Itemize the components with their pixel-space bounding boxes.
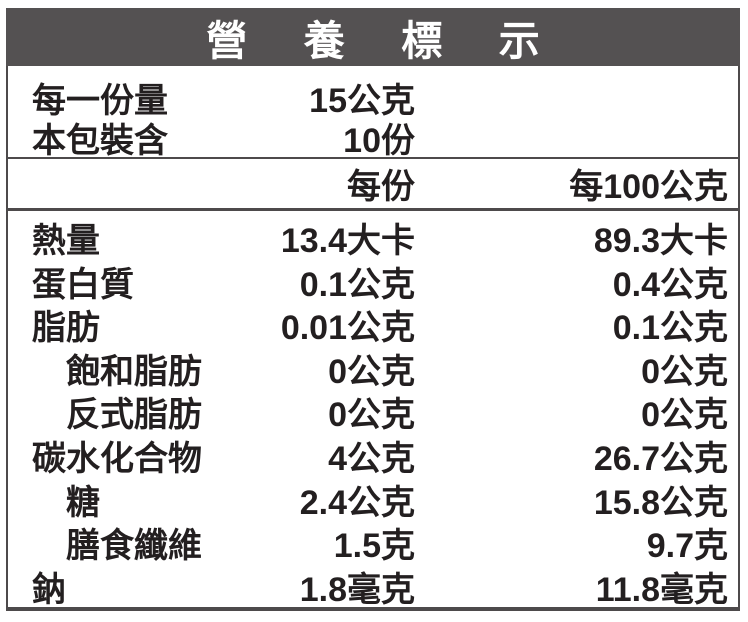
servings-per-package-row: 本包裝含 10份 [8, 113, 738, 160]
nutrient-label: 糖 [66, 483, 100, 522]
nutrient-row-sugar: 糖 2.4公克 15.8公克 [8, 475, 738, 522]
nutrient-per-100g-value: 15.8公克 [593, 483, 728, 522]
nutrient-label: 膳食纖維 [66, 527, 202, 566]
nutrient-row-sodium: 鈉 1.8毫克 11.8毫克 [8, 562, 738, 609]
section-divider [8, 208, 738, 211]
nutrient-row-saturated-fat: 飽和脂肪 0公克 0公克 [8, 344, 738, 391]
nutrient-per-serving-value: 1.8毫克 [299, 570, 415, 609]
nutrient-per-100g-value: 0公克 [641, 352, 728, 391]
nutrient-per-serving-value: 4公克 [328, 439, 415, 478]
nutrient-label: 碳水化合物 [32, 439, 202, 478]
nutrient-per-serving-value: 0公克 [328, 396, 415, 435]
nutrient-row-trans-fat: 反式脂肪 0公克 0公克 [8, 387, 738, 434]
serving-info-section: 每一份量 15公克 本包裝含 10份 [8, 66, 738, 160]
nutrient-row-dietary-fiber: 膳食纖維 1.5克 9.7克 [8, 518, 738, 565]
column-header-section: 每份 每100公克 [8, 159, 738, 208]
column-header-row: 每份 每100公克 [8, 159, 738, 208]
nutrient-per-serving-value: 0公克 [328, 352, 415, 391]
nutrient-label: 反式脂肪 [66, 396, 202, 435]
serving-size-value: 15公克 [309, 82, 415, 120]
nutrient-row-protein: 蛋白質 0.1公克 0.4公克 [8, 257, 738, 304]
nutrient-per-serving-value: 0.1公克 [299, 265, 415, 304]
per-serving-column-header: 每份 [347, 168, 415, 206]
nutrition-label: 營 養 標 示 每一份量 15公克 本包裝含 10份 每份 每100公克 [6, 8, 740, 612]
label-body: 每一份量 15公克 本包裝含 10份 每份 每100公克 熱量 13.4大卡 [6, 66, 740, 612]
nutrient-per-100g-value: 26.7公克 [593, 439, 728, 478]
nutrient-per-100g-value: 9.7克 [646, 527, 728, 566]
servings-per-package-value: 10份 [343, 122, 415, 160]
nutrient-per-serving-value: 2.4公克 [299, 483, 415, 522]
servings-per-package-label: 本包裝含 [32, 122, 168, 160]
nutrient-per-100g-value: 0.1公克 [612, 309, 728, 348]
nutrient-per-serving-value: 0.01公克 [280, 309, 415, 348]
nutrient-row-calories: 熱量 13.4大卡 89.3大卡 [8, 213, 738, 260]
per-100g-column-header: 每100公克 [569, 168, 728, 206]
nutrient-row-fat: 脂肪 0.01公克 0.1公克 [8, 300, 738, 347]
label-title: 營 養 標 示 [206, 18, 563, 64]
nutrient-label: 飽和脂肪 [66, 352, 202, 391]
serving-size-row: 每一份量 15公克 [8, 73, 738, 120]
label-title-bar: 營 養 標 示 [6, 8, 740, 66]
nutrient-label: 脂肪 [32, 309, 100, 348]
nutrient-per-serving-value: 1.5克 [333, 527, 415, 566]
nutrient-label: 蛋白質 [32, 265, 134, 304]
section-divider [8, 157, 738, 159]
nutrient-per-100g-value: 0.4公克 [612, 265, 728, 304]
nutrients-section: 熱量 13.4大卡 89.3大卡 蛋白質 0.1公克 0.4公克 脂肪 0.01… [8, 211, 738, 609]
nutrient-per-100g-value: 11.8毫克 [595, 570, 728, 609]
serving-size-label: 每一份量 [32, 82, 168, 120]
nutrient-per-100g-value: 0公克 [641, 396, 728, 435]
nutrient-per-serving-value: 13.4大卡 [280, 222, 415, 260]
nutrient-label: 鈉 [32, 570, 66, 609]
nutrient-label: 熱量 [32, 222, 100, 260]
nutrient-row-carbohydrate: 碳水化合物 4公克 26.7公克 [8, 431, 738, 478]
nutrient-per-100g-value: 89.3大卡 [593, 222, 728, 260]
